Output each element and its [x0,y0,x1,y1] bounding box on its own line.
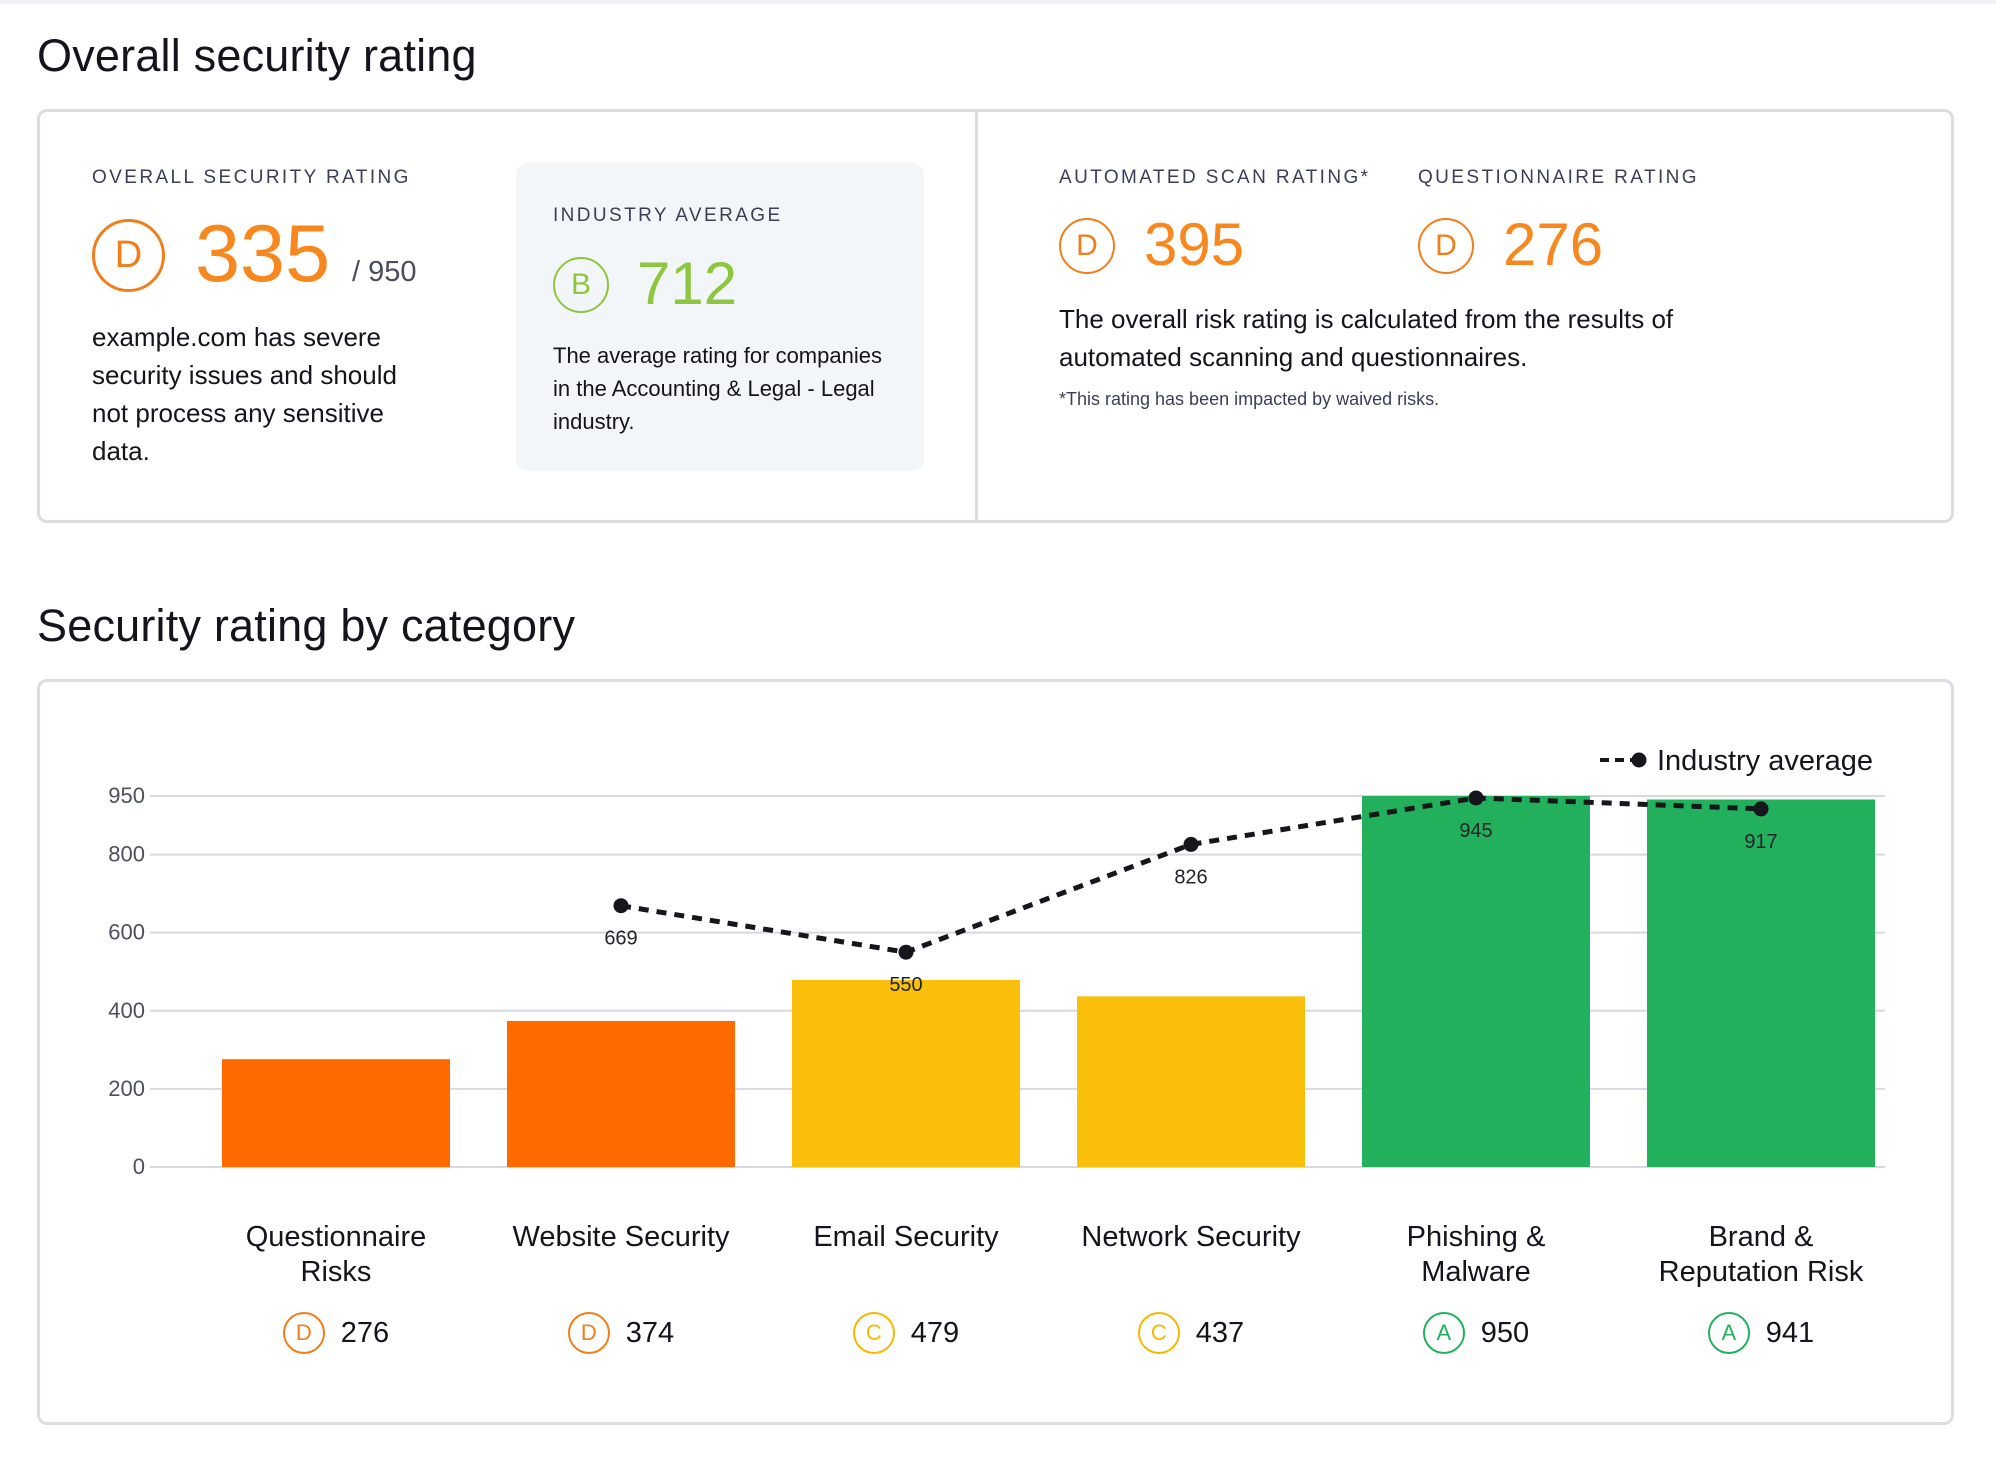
category-bar-chart: 0 200 400 600 800 950 669 550 826 945 917 Industr… [108,745,1885,1179]
industry-average-line: 669 550 826 945 917 [604,790,1778,996]
automated-scan-score: 395 [1144,211,1245,278]
category-label-group: Email Security C 479 [791,1220,1021,1354]
industry-average-point [1468,790,1484,806]
legend-label: Industry average [1657,745,1873,777]
y-tick-label: 400 [108,998,145,1023]
category-grade-badge: D [282,1312,325,1354]
category-name: Phishing & Malware [1406,1221,1546,1288]
y-tick-label: 200 [108,1076,145,1101]
y-tick-label: 600 [108,920,145,945]
overall-section-title: Overall security rating [37,30,477,81]
category-score-value: 374 [625,1316,675,1349]
industry-average-value: 669 [604,928,637,950]
chart-bars [222,796,1875,1167]
industry-average-value: 917 [1744,831,1777,853]
overall-description: example.com has severe security issues a… [92,322,397,466]
industry-average-point [1183,836,1199,852]
category-grade-badge: A [1422,1312,1465,1354]
industry-average-value: 550 [889,974,922,996]
category-grade-badge: C [852,1312,895,1354]
industry-description: The average rating for companies in the … [553,343,882,434]
overall-max-score: / 950 [352,256,417,288]
category-label-group: Phishing & Malware A 950 [1361,1220,1591,1354]
category-name: Brand & Reputation Risk [1658,1221,1864,1288]
overall-score: 335 [195,209,331,299]
y-tick-label: 950 [108,783,145,808]
category-name: Questionnaire Risks [245,1221,427,1288]
industry-grade-badge: B [553,257,609,313]
chart-legend: Industry average [1600,745,1873,777]
questionnaire-rating-label: QUESTIONNAIRE RATING [1418,167,1699,188]
bar-3 [1077,996,1305,1167]
y-tick-label: 0 [133,1154,145,1179]
category-chart-panel: 0 200 400 600 800 950 669 550 826 945 917 Industr… [37,679,1954,1425]
industry-average-value: 945 [1459,820,1492,842]
category-score: A 941 [1646,1312,1876,1354]
bar-2 [792,979,1020,1167]
category-score-value: 276 [340,1316,390,1349]
category-score-value: 437 [1195,1316,1245,1349]
top-border [0,0,1996,4]
category-section-title: Security rating by category [37,600,576,651]
waived-risks-footnote: *This rating has been impacted by waived… [1059,389,1440,409]
category-label-group: Brand & Reputation Risk A 941 [1646,1220,1876,1354]
category-label-group: Questionnaire Risks D 276 [221,1220,451,1354]
category-label-group: Network Security C 437 [1076,1220,1306,1354]
industry-average-value: 826 [1174,866,1207,888]
panel-divider [975,112,978,520]
industry-average-point [613,898,629,914]
industry-average-card: INDUSTRY AVERAGE B 712 The average ratin… [516,163,924,471]
industry-average-label: INDUSTRY AVERAGE [553,205,783,226]
category-score-value: 479 [910,1316,960,1349]
category-score-value: 950 [1480,1316,1530,1349]
bar-5 [1647,799,1875,1167]
bar-4 [1362,796,1590,1167]
category-name: Website Security [512,1221,730,1253]
bar-1 [507,1020,735,1167]
category-score-value: 941 [1765,1316,1815,1349]
category-score: C 479 [791,1312,1021,1354]
category-label-group: Website Security D 374 [506,1220,736,1354]
category-name: Email Security [813,1221,999,1253]
questionnaire-grade-badge: D [1418,218,1474,274]
industry-average-score: 712 [637,250,738,317]
automated-scan-label: AUTOMATED SCAN RATING* [1059,167,1371,188]
category-score: D 276 [221,1312,451,1354]
overall-grade-badge: D [92,219,165,292]
industry-average-point [1753,801,1769,817]
category-name: Network Security [1081,1221,1301,1253]
category-score: C 437 [1076,1312,1306,1354]
automated-grade-badge: D [1059,218,1115,274]
category-grade-badge: D [567,1312,610,1354]
industry-average-path [620,795,1762,955]
overall-rating-label: OVERALL SECURITY RATING [92,167,411,188]
category-score: D 374 [506,1312,736,1354]
y-tick-label: 800 [108,842,145,867]
legend-marker [1631,752,1647,768]
category-score: A 950 [1361,1312,1591,1354]
rating-explanation: The overall risk rating is calculated fr… [1059,304,1674,372]
overall-rating-panel: OVERALL SECURITY RATING D 335 / 950 exam… [37,109,1954,523]
category-grade-badge: A [1707,1312,1750,1354]
bar-0 [222,1059,450,1167]
industry-average-point [898,944,914,960]
category-grade-badge: C [1137,1312,1180,1354]
questionnaire-score: 276 [1503,211,1604,278]
